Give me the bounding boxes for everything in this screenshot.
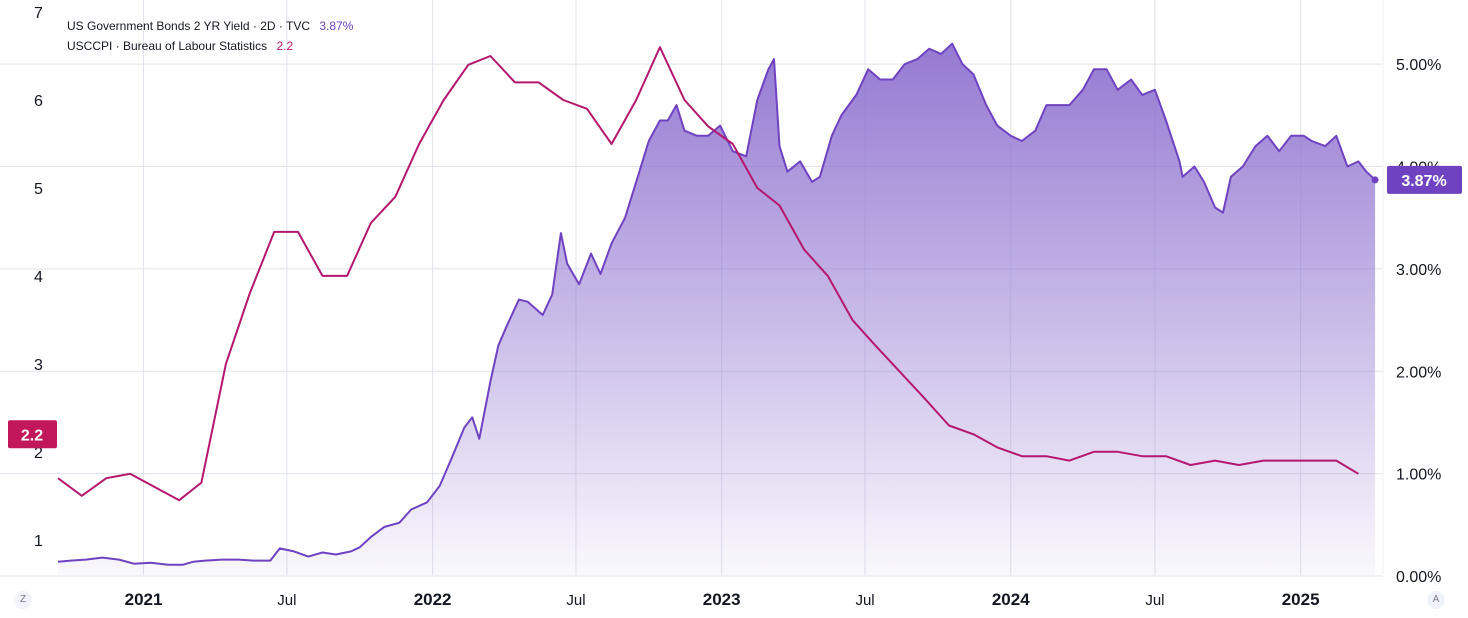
left-tick-label: 4 (34, 269, 43, 286)
timezone-button[interactable]: Z (14, 591, 32, 609)
left-tick-label: 1 (34, 533, 43, 550)
x-tick-label: 2022 (414, 590, 452, 609)
right-tick-label: 0.00% (1396, 569, 1441, 586)
x-tick-label: 2023 (703, 590, 741, 609)
last-value-markers: 3.87% 2.2 (8, 165, 1462, 449)
yield-area (58, 43, 1376, 575)
cpi-last-value-badge (8, 420, 57, 449)
x-tick-label: Jul (566, 592, 585, 609)
x-tick-label: Jul (277, 592, 296, 609)
left-tick-label: 3 (34, 357, 43, 374)
right-tick-label: 3.00% (1396, 262, 1441, 279)
series-lines (57, 42, 1376, 566)
left-tick-label: 2 (34, 445, 43, 462)
cpi-line (57, 46, 1359, 502)
x-tick-label: Jul (1145, 592, 1164, 609)
left-tick-label: 6 (34, 93, 43, 110)
yield-last-value-badge (1387, 165, 1462, 194)
x-tick-label: 2024 (992, 590, 1030, 609)
x-tick-label: 2025 (1282, 590, 1320, 609)
right-tick-label: 1.00% (1396, 467, 1441, 484)
legend-cpi-value: 2.2 (276, 39, 294, 53)
left-tick-label: 7 (34, 5, 43, 22)
right-tick-label: 5.00% (1396, 57, 1441, 74)
legend-row-yield[interactable]: US Government Bonds 2 YR Yield · 2D · TV… (67, 16, 353, 36)
legend-yield-value: 3.87% (319, 19, 354, 33)
x-tick-label: 2021 (125, 590, 163, 609)
legend-row-cpi[interactable]: USCCPI · Bureau of Labour Statistics 2.2 (67, 36, 353, 56)
left-tick-label: 5 (34, 181, 43, 198)
yield-last-value-label: 3.87% (1401, 173, 1446, 190)
yield-line (57, 42, 1376, 566)
chart-legend: US Government Bonds 2 YR Yield · 2D · TV… (67, 16, 353, 56)
yield-area-fill (58, 43, 1376, 575)
cpi-last-value-label: 2.2 (21, 427, 43, 444)
x-tick-label: Jul (855, 592, 874, 609)
legend-cpi-name: USCCPI · Bureau of Labour Statistics (67, 39, 268, 53)
right-tick-label: 2.00% (1396, 364, 1441, 381)
yield-last-point (1371, 176, 1379, 184)
legend-yield-name: US Government Bonds 2 YR Yield · 2D · TV… (67, 19, 310, 33)
auto-scale-button[interactable]: A (1427, 591, 1445, 609)
